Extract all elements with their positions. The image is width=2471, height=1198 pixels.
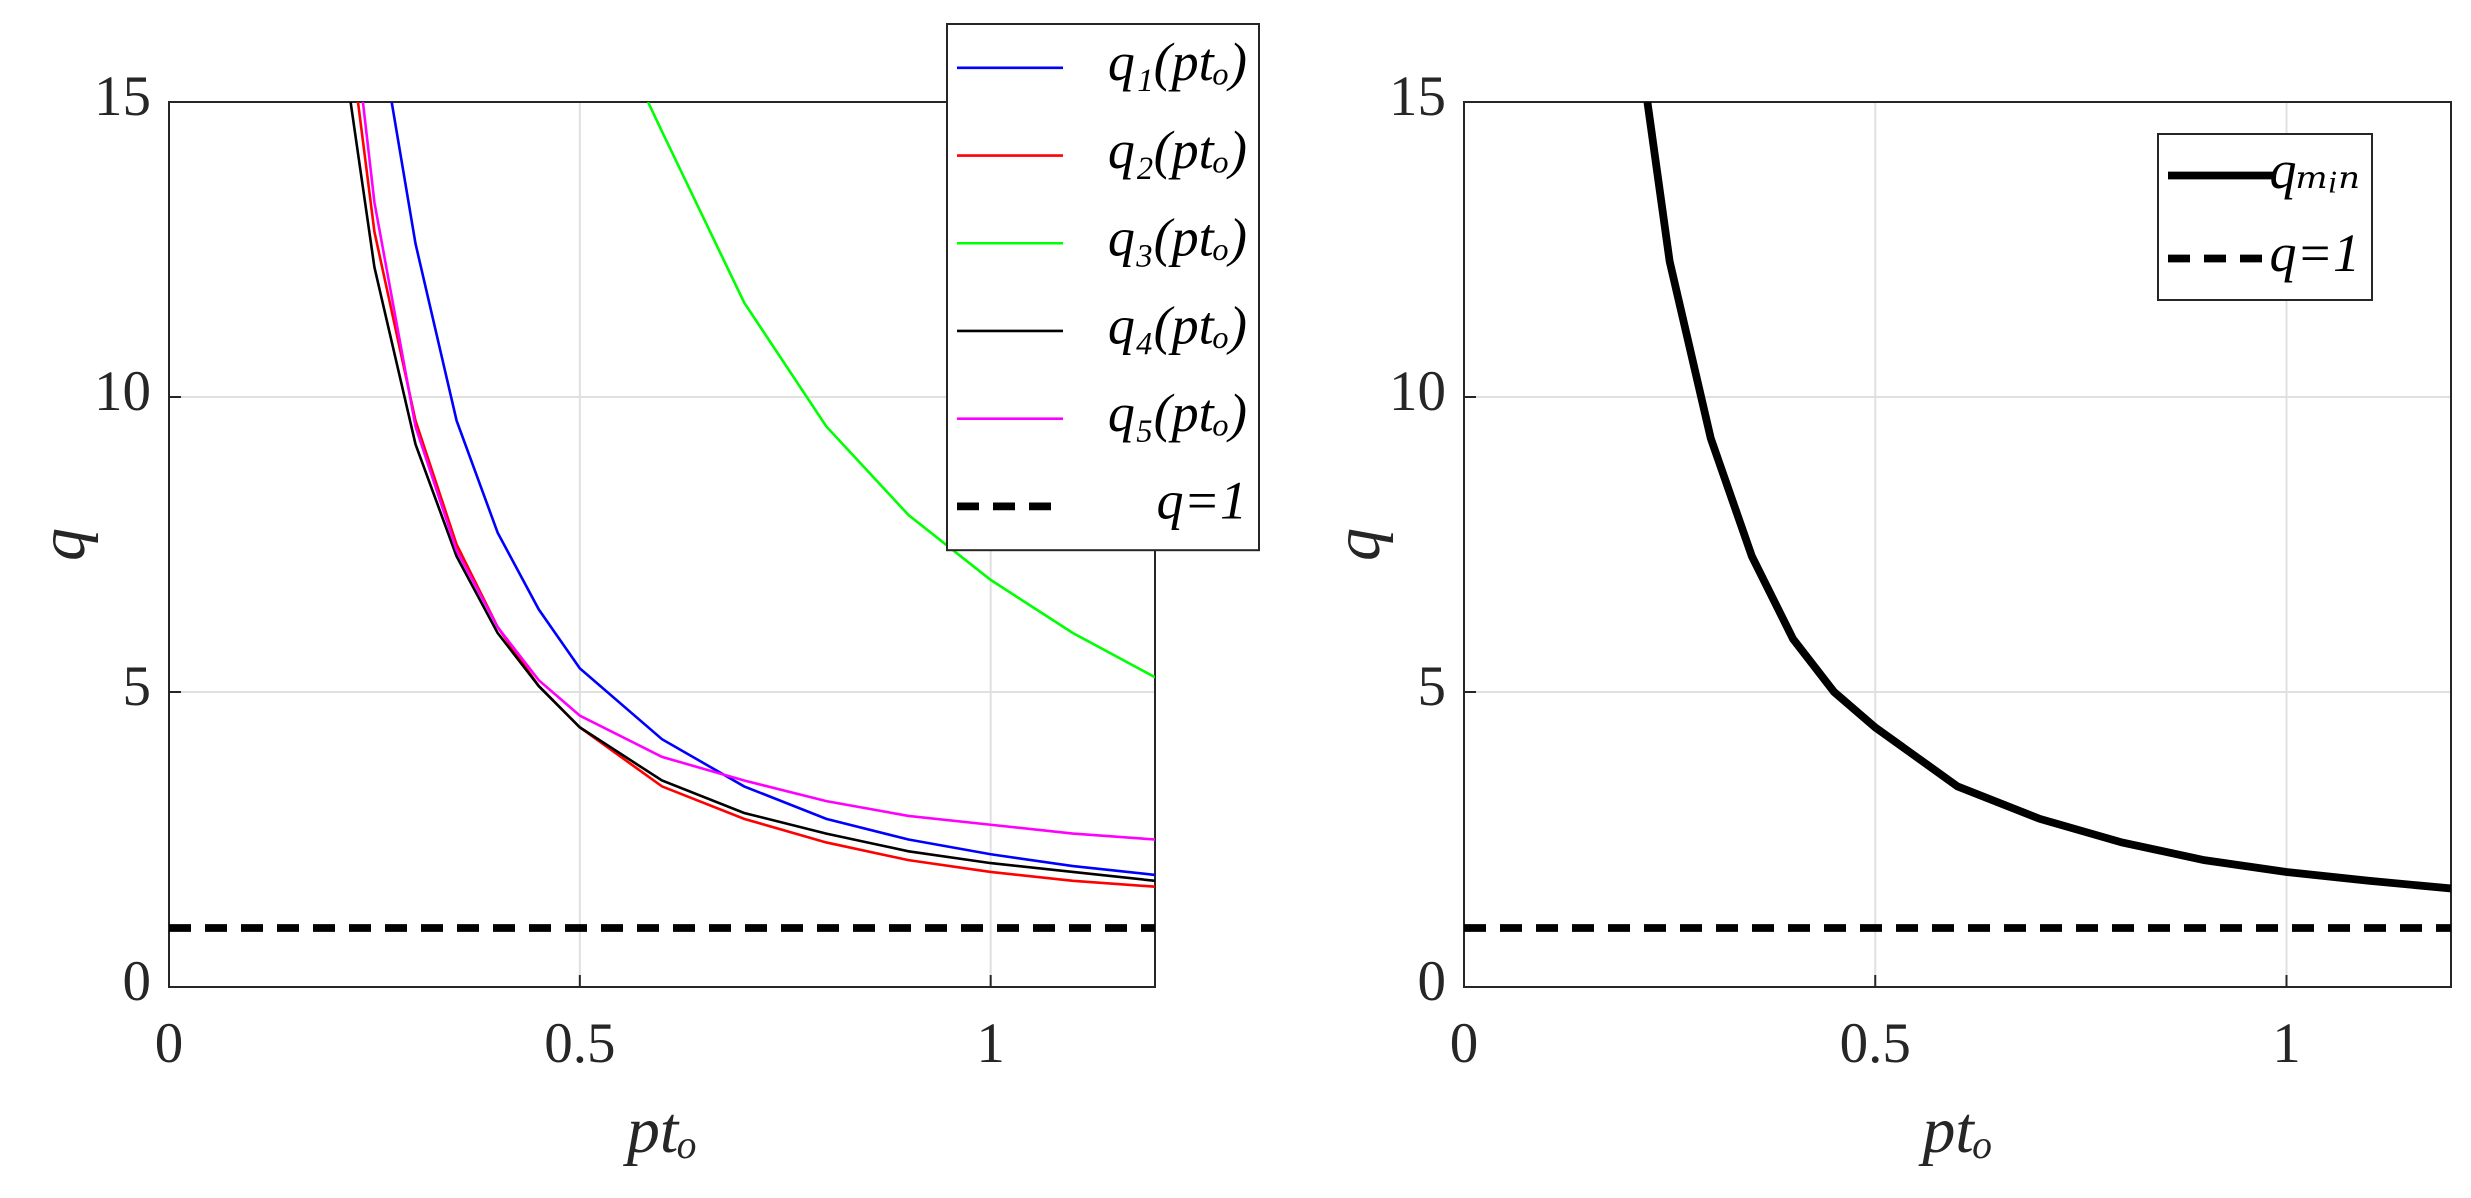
series-line: [349, 102, 1155, 883]
series-line: [1643, 102, 2451, 893]
legend-label: qₘᵢₙ: [2269, 140, 2360, 200]
legend-label: q=1: [1157, 471, 1247, 531]
x-tick-label: 0.5: [1840, 1012, 1911, 1075]
legend-box: [2157, 133, 2373, 301]
x-tick-label: 1: [2272, 1012, 2301, 1075]
series-line: [356, 102, 1155, 888]
y-tick-label: 15: [94, 65, 151, 128]
x-axis-label: ptₒ: [623, 1094, 697, 1167]
y-axis-label: q: [26, 528, 99, 561]
legend: qₘᵢₙ q=1: [2157, 133, 2373, 301]
axes-box: [1463, 101, 2452, 988]
series-line: [646, 102, 1155, 679]
x-tick-label: 0: [1450, 1012, 1479, 1075]
y-tick-label: 15: [1389, 65, 1446, 128]
x-tick-label: 0.5: [544, 1012, 615, 1075]
legend-label: q₄(ptₒ): [1108, 295, 1247, 355]
legend-label: q₁(ptₒ): [1108, 32, 1247, 92]
plot-area: [1464, 102, 2451, 932]
series-line: [361, 102, 1155, 841]
legend-label: q₃(ptₒ): [1108, 208, 1247, 268]
series-line: [390, 102, 1155, 877]
x-tick-label: 0: [155, 1012, 184, 1075]
legend-label: q₂(ptₒ): [1108, 120, 1247, 180]
y-tick-label: 10: [1389, 360, 1446, 423]
x-axis-label: ptₒ: [1918, 1094, 1992, 1167]
legend-label: q₅(ptₒ): [1108, 383, 1247, 443]
legend-box: [946, 23, 1260, 552]
y-tick-label: 5: [1418, 655, 1447, 718]
y-tick-label: 10: [94, 360, 151, 423]
y-axis-label: q: [1321, 528, 1394, 561]
legend-label: q=1: [2270, 223, 2360, 283]
y-tick-label: 0: [123, 950, 152, 1013]
legend: q₁(ptₒ) q₂(ptₒ) q₃(ptₒ) q₄(ptₒ) q₅(ptₒ) q=1: [946, 23, 1260, 552]
y-tick-label: 5: [123, 655, 152, 718]
y-tick-label: 0: [1418, 950, 1447, 1013]
x-tick-label: 1: [976, 1012, 1005, 1075]
plot-area: [169, 102, 1155, 932]
